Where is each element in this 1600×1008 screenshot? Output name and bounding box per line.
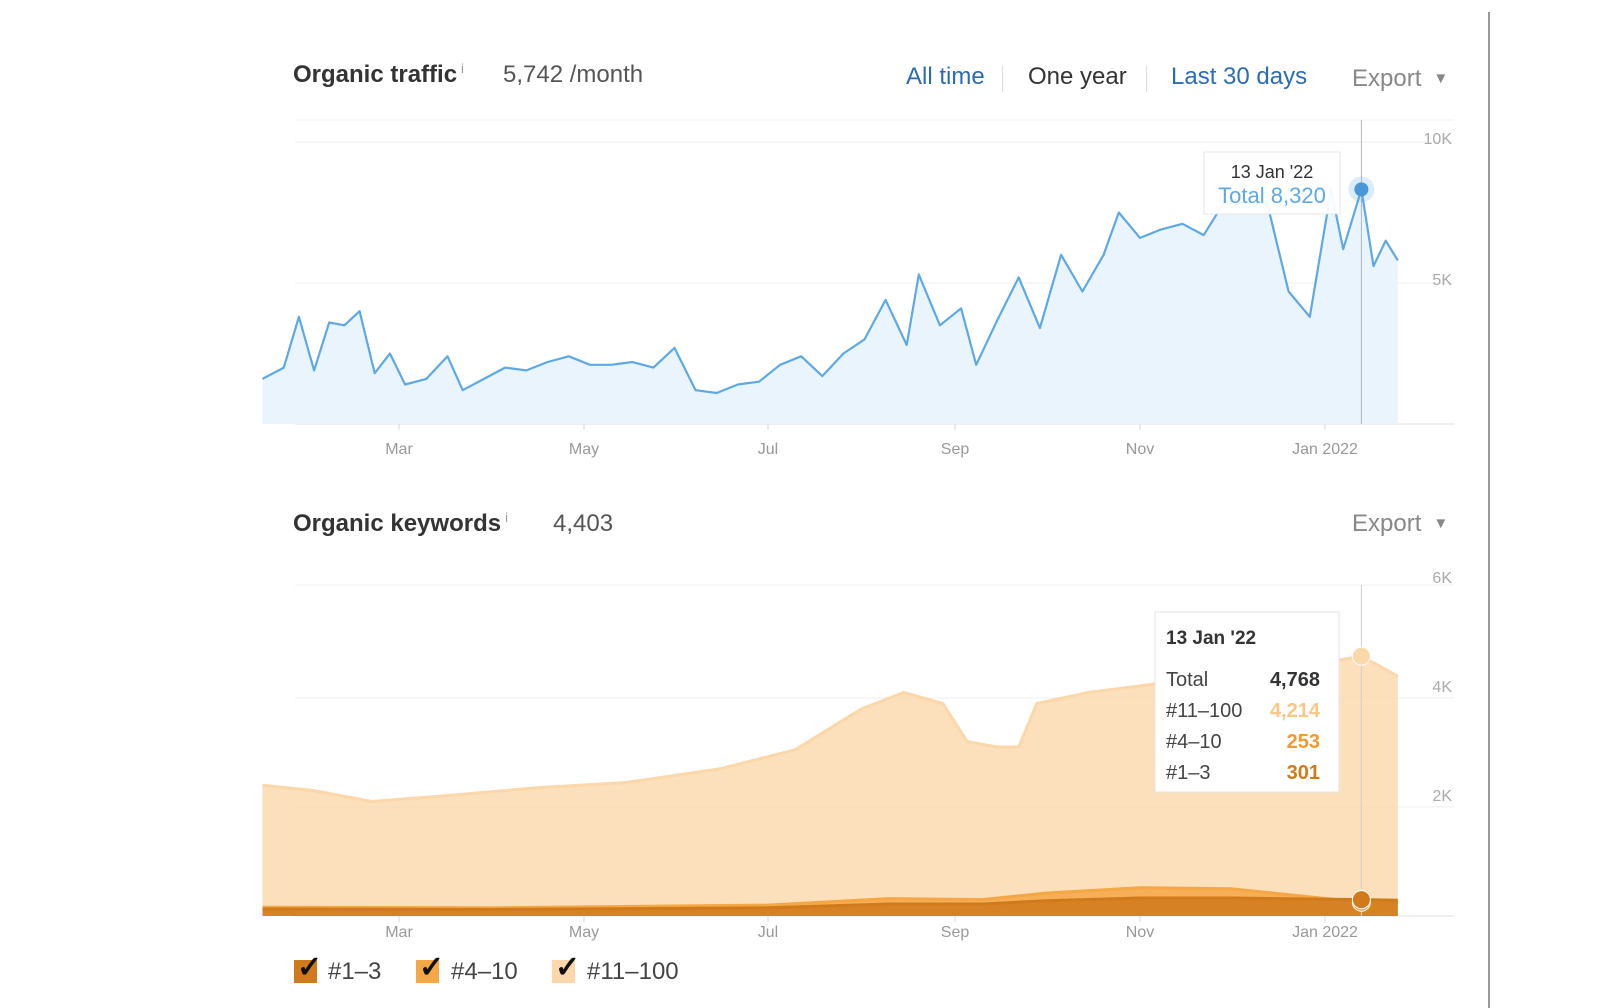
keywords-tooltip-label: #1–3 <box>1166 762 1211 784</box>
range-one-year-button[interactable]: One year <box>1028 63 1127 90</box>
keywords-y-tick-label: 2K <box>1432 788 1452 805</box>
traffic-tooltip-total: Total 8,320 <box>1218 183 1326 208</box>
keywords-tooltip-value: 301 <box>1287 762 1320 784</box>
keywords-tooltip-value: 253 <box>1287 731 1320 753</box>
chevron-down-icon: ▼ <box>1433 515 1449 532</box>
keywords-tooltip-label: #4–10 <box>1166 731 1222 753</box>
keywords-x-tick-label: Jan 2022 <box>1292 924 1358 941</box>
traffic-x-tick-label: May <box>569 441 599 458</box>
traffic-x-tick-label: Sep <box>941 441 970 458</box>
legend-label-11-100[interactable]: #11–100 <box>587 958 679 985</box>
traffic-x-tick-label: Nov <box>1126 441 1154 458</box>
keywords-tooltip-label: #11–100 <box>1166 700 1242 722</box>
traffic-x-tick-label: Jan 2022 <box>1292 441 1358 458</box>
range-all-time-button[interactable]: All time <box>906 63 985 90</box>
check-icon: ✓ <box>419 951 445 984</box>
traffic-area <box>262 189 1398 424</box>
keywords-export-label: Export <box>1352 510 1422 537</box>
check-icon: ✓ <box>555 951 581 984</box>
traffic-title: Organic traffic i <box>293 61 464 89</box>
legend-label-4-10[interactable]: #4–10 <box>451 958 518 985</box>
keywords-title: Organic keywords i <box>293 510 508 538</box>
traffic-hover-point <box>1354 182 1369 197</box>
traffic-x-tick-label: Jul <box>758 441 778 458</box>
keywords-x-tick-label: Jul <box>758 924 778 941</box>
right-divider <box>1488 12 1490 1008</box>
range-separator <box>1002 66 1003 92</box>
keywords-area-4-10-line <box>262 886 1398 910</box>
keywords-area-1-3-line <box>262 896 1398 911</box>
keywords-x-tick-label: Mar <box>385 924 413 941</box>
legend-checkbox-11-100[interactable]: ✓ <box>552 951 580 984</box>
keywords-hover-point <box>1351 890 1371 910</box>
keywords-hover-point <box>1351 646 1371 666</box>
traffic-info-icon[interactable]: i <box>461 61 464 76</box>
keywords-y-tick-label: 6K <box>1432 570 1452 587</box>
legend-checkbox-1-3[interactable]: ✓ <box>294 951 322 984</box>
traffic-x-tick-label: Mar <box>385 441 413 458</box>
keywords-y-tick-label: 4K <box>1432 679 1452 696</box>
traffic-value: 5,742 /month <box>503 61 644 88</box>
keywords-tooltip <box>1154 611 1340 793</box>
legend-label-1-3[interactable]: #1–3 <box>328 958 382 985</box>
keywords-tooltip-value: 4,768 <box>1270 669 1320 691</box>
traffic-tooltip-date: 13 Jan '22 <box>1231 162 1314 182</box>
range-last-30-days-button[interactable]: Last 30 days <box>1171 63 1308 90</box>
traffic-export-label: Export <box>1352 65 1422 92</box>
keywords-export-button[interactable]: Export ▼ <box>1352 510 1448 538</box>
traffic-y-tick-label: 5K <box>1432 272 1452 289</box>
keywords-x-tick-label: May <box>569 924 599 941</box>
chevron-down-icon: ▼ <box>1433 70 1449 87</box>
keywords-value: 4,403 <box>553 510 614 537</box>
legend-checkbox-4-10[interactable]: ✓ <box>416 951 444 984</box>
keywords-x-tick-label: Nov <box>1126 924 1154 941</box>
check-icon: ✓ <box>297 951 323 984</box>
keywords-info-icon[interactable]: i <box>505 510 508 525</box>
range-separator <box>1146 66 1147 92</box>
traffic-export-button[interactable]: Export ▼ <box>1352 65 1448 93</box>
keywords-area-11-100 <box>262 656 1398 916</box>
keywords-x-tick-label: Sep <box>941 924 970 941</box>
traffic-title-text: Organic traffic <box>293 61 458 88</box>
keywords-tooltip-value: 4,214 <box>1270 700 1321 722</box>
traffic-tooltip <box>1203 151 1341 215</box>
traffic-y-tick-label: 10K <box>1424 131 1453 148</box>
keywords-tooltip-label: Total <box>1166 669 1208 691</box>
traffic-chart[interactable]: 5K 10K Mar May Jul Sep Nov Jan 2022 13 Jan '22To… <box>0 0 1600 470</box>
keywords-title-text: Organic keywords <box>293 510 502 537</box>
keywords-tooltip-date: 13 Jan '22 <box>1166 628 1256 649</box>
